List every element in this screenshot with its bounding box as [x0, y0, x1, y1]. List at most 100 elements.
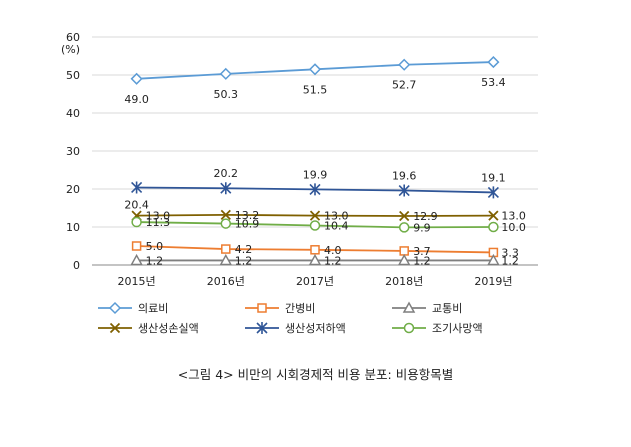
data-point: [219, 67, 232, 80]
x-tick-label: 2018년: [385, 275, 423, 288]
data-label: 1.2: [235, 254, 253, 267]
data-label: 4.2: [235, 243, 253, 256]
y-tick-label: 10: [66, 221, 80, 234]
data-point: [487, 56, 500, 69]
data-point: [131, 181, 143, 194]
data-label: 5.0: [146, 240, 164, 253]
legend-marker: [109, 322, 121, 334]
data-label: 13.2: [235, 209, 259, 222]
data-point: [221, 244, 231, 254]
data-point: [309, 183, 321, 196]
data-point: [310, 245, 320, 255]
data-point: [130, 72, 143, 85]
data-point: [398, 184, 410, 197]
legend-item: 조기사망액: [392, 322, 483, 335]
data-point: [399, 210, 410, 222]
y-tick-label: 60: [66, 31, 80, 44]
y-tick-label: 0: [73, 259, 80, 272]
data-point: [488, 221, 499, 233]
data-label: 3.3: [501, 246, 519, 259]
legend-item: 교통비: [392, 301, 462, 315]
data-point: [220, 209, 231, 220]
data-point: [220, 218, 232, 229]
series-1: [130, 56, 500, 85]
data-point: [309, 220, 321, 231]
data-label: 13.0: [324, 210, 349, 223]
x-tick-label: 2015년: [118, 275, 156, 288]
data-label: 20.4: [124, 198, 149, 211]
data-label: 10.0: [501, 221, 526, 234]
y-tick-label: 20: [66, 183, 80, 196]
legend-marker: [108, 301, 122, 315]
data-point: [398, 222, 410, 233]
data-label: 50.3: [214, 88, 239, 101]
y-axis-label: (%): [61, 43, 80, 56]
x-axis: 2015년 2016년 2017년 2018년 2019년: [118, 275, 513, 288]
data-point: [309, 210, 321, 221]
data-point: [397, 253, 411, 266]
x-tick-label: 2019년: [474, 275, 512, 288]
data-label: 1.2: [324, 254, 342, 267]
legend-label: 간병비: [285, 302, 315, 315]
series-5: [131, 181, 499, 199]
data-labels: 49.0 50.3 51.5 52.7 53.45.0 4.2 4.0 3.7 3.31.2 1.…: [124, 76, 526, 267]
figure-caption: <그림 4> 비만의 시회경제적 비용 분포: 비용항목별: [177, 367, 454, 382]
y-tick-label: 30: [66, 145, 80, 158]
data-label: 11.3: [146, 216, 171, 229]
data-label: 4.0: [324, 244, 342, 257]
data-label: 20.2: [214, 167, 239, 180]
legend-item: 의료비: [98, 301, 168, 315]
data-label: 13.0: [146, 210, 171, 223]
data-point: [488, 210, 499, 221]
data-point: [131, 216, 142, 228]
data-label: 49.0: [124, 93, 149, 106]
y-tick-label: 40: [66, 107, 80, 120]
series-3: [130, 253, 500, 266]
data-point: [308, 63, 322, 76]
data-point: [487, 186, 499, 199]
legend-item: 생산성저하액: [245, 321, 346, 335]
legend-item: 간병비: [245, 302, 315, 315]
data-label: 19.1: [481, 171, 506, 184]
legend-marker: [256, 322, 268, 334]
legend-marker: [403, 322, 415, 334]
data-point: [220, 182, 232, 195]
data-label: 1.2: [501, 254, 519, 267]
legend-label: 조기사망액: [432, 322, 483, 335]
legend-label: 의료비: [138, 302, 168, 315]
data-label: 1.2: [413, 254, 431, 267]
data-point: [398, 58, 411, 71]
data-point: [130, 253, 143, 266]
data-label: 3.7: [413, 245, 431, 258]
legend-marker: [402, 301, 416, 313]
data-point: [219, 253, 233, 266]
data-label: 1.2: [146, 254, 164, 267]
legend-label: 생산성손실액: [138, 322, 199, 335]
data-point: [131, 241, 142, 251]
data-label: 52.7: [392, 79, 417, 92]
data-label: 19.9: [303, 168, 328, 181]
y-tick-label: 50: [66, 69, 80, 82]
data-label: 53.4: [481, 76, 506, 89]
data-label: 51.5: [303, 83, 328, 96]
data-point: [308, 253, 322, 266]
data-label: 13.0: [501, 210, 526, 223]
data-point: [399, 246, 409, 256]
x-tick-label: 2017년: [296, 275, 334, 288]
series-4: [131, 209, 499, 222]
legend-label: 생산성저하액: [285, 321, 346, 335]
data-label: 19.6: [392, 170, 417, 183]
legend-label: 교통비: [432, 302, 462, 315]
legend-item: 생산성손실액: [98, 322, 199, 335]
data-label: 10.9: [235, 218, 259, 231]
data-point: [487, 253, 500, 266]
legend-marker: [257, 303, 267, 313]
data-label: 9.9: [413, 221, 431, 234]
data-label: 12.9: [413, 210, 438, 223]
y-axis: 0 10 20 30 40 50 60: [66, 31, 80, 272]
x-tick-label: 2016년: [207, 275, 245, 288]
series-6: [131, 216, 499, 233]
data-label: 10.4: [324, 219, 349, 232]
